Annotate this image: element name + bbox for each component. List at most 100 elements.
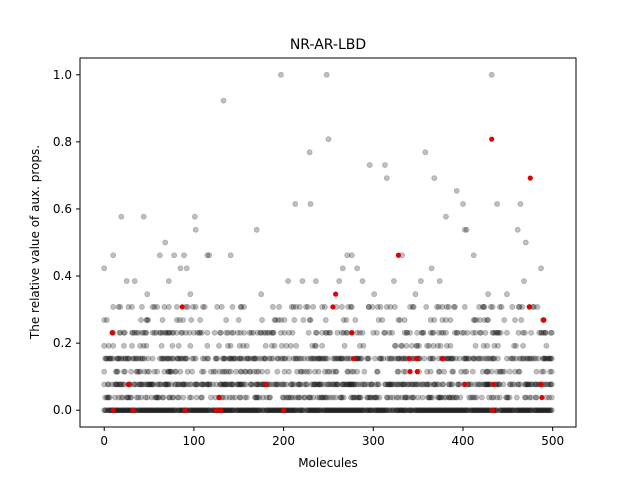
data-point xyxy=(318,407,325,414)
data-point xyxy=(141,355,148,362)
data-point xyxy=(547,381,554,388)
data-point xyxy=(242,394,248,401)
data-point xyxy=(440,329,447,336)
data-point xyxy=(246,368,253,375)
data-point xyxy=(225,407,231,414)
data-point xyxy=(459,329,465,336)
data-point xyxy=(232,394,239,401)
data-point xyxy=(115,304,122,310)
data-point xyxy=(397,407,404,414)
data-point xyxy=(395,317,402,323)
data-point xyxy=(133,381,140,388)
data-point xyxy=(539,329,545,336)
data-point xyxy=(477,407,483,414)
data-point xyxy=(372,407,378,414)
data-point xyxy=(287,407,294,414)
data-point xyxy=(227,368,234,375)
data-point xyxy=(101,407,108,414)
data-point xyxy=(416,407,422,414)
data-point xyxy=(243,355,250,362)
data-point xyxy=(399,394,405,401)
data-point xyxy=(168,368,175,375)
data-point xyxy=(177,368,184,375)
data-point xyxy=(504,407,511,414)
data-point xyxy=(355,407,361,414)
data-point xyxy=(217,329,224,336)
data-point xyxy=(168,407,175,414)
data-point xyxy=(292,355,299,362)
data-point xyxy=(101,317,108,323)
highlight-data-point xyxy=(489,136,495,142)
data-point xyxy=(160,394,167,401)
data-point xyxy=(177,355,184,362)
data-point xyxy=(452,394,459,401)
data-point xyxy=(188,317,195,323)
data-point xyxy=(414,381,421,388)
data-point xyxy=(121,342,127,349)
background-points-layer xyxy=(101,71,555,414)
data-point xyxy=(104,381,111,388)
data-point xyxy=(145,407,152,414)
data-point xyxy=(423,304,430,310)
data-point xyxy=(223,407,230,414)
data-point xyxy=(509,355,516,362)
data-point xyxy=(212,368,219,375)
data-point xyxy=(166,407,173,414)
data-point xyxy=(314,355,321,362)
data-point xyxy=(193,407,200,414)
data-point xyxy=(139,355,146,362)
data-point xyxy=(472,342,479,349)
data-point xyxy=(223,317,230,323)
data-point xyxy=(294,368,300,375)
data-point xyxy=(226,394,233,401)
data-point xyxy=(261,355,268,362)
data-point xyxy=(298,407,305,414)
data-point xyxy=(105,342,112,349)
data-point xyxy=(273,381,280,388)
data-point xyxy=(510,407,517,414)
highlight-data-point xyxy=(541,317,547,323)
data-point xyxy=(242,368,248,375)
data-point xyxy=(144,407,151,414)
data-point xyxy=(207,407,213,414)
data-point xyxy=(306,394,313,401)
data-point xyxy=(281,368,288,375)
data-point xyxy=(357,407,364,414)
data-point xyxy=(449,381,456,388)
data-point xyxy=(103,407,109,414)
data-point xyxy=(447,394,454,401)
data-point xyxy=(354,265,361,272)
data-point xyxy=(409,304,416,310)
data-point xyxy=(344,368,351,375)
data-point xyxy=(350,368,357,375)
data-point xyxy=(141,368,148,375)
data-point xyxy=(288,381,295,388)
data-point xyxy=(128,368,135,375)
data-point xyxy=(353,394,360,401)
data-point xyxy=(361,368,368,375)
data-point xyxy=(120,394,126,401)
data-point xyxy=(523,355,530,362)
data-point xyxy=(180,317,187,323)
data-point xyxy=(383,175,390,181)
data-point xyxy=(248,407,255,414)
data-point xyxy=(371,394,378,401)
data-point xyxy=(158,355,165,362)
data-point xyxy=(321,368,328,375)
data-point xyxy=(345,381,352,388)
data-point xyxy=(217,381,223,388)
data-point xyxy=(118,394,125,401)
data-point xyxy=(221,381,228,388)
data-point xyxy=(198,407,204,414)
data-point xyxy=(275,407,282,414)
data-point xyxy=(315,368,322,375)
data-point xyxy=(500,381,507,388)
data-point xyxy=(236,407,243,414)
data-point xyxy=(365,355,372,362)
data-point xyxy=(145,355,152,362)
data-point xyxy=(521,381,528,388)
data-point xyxy=(241,355,248,362)
data-point xyxy=(248,381,255,388)
data-point xyxy=(194,329,201,336)
data-point xyxy=(230,381,237,388)
